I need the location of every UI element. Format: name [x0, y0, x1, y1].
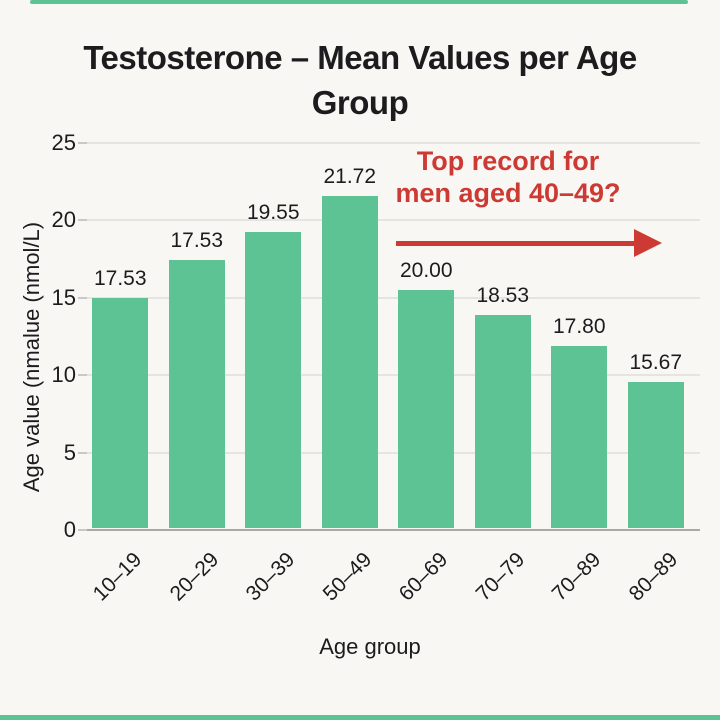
x-axis-baseline — [86, 529, 700, 531]
y-tick-label-15: 15 — [51, 284, 76, 310]
annotation-arrow — [396, 229, 662, 257]
gridline-y5 — [86, 451, 700, 454]
arrow-head-icon — [634, 229, 662, 257]
x-axis-title: Age group — [319, 634, 421, 659]
bar-value-label-80–89: 15.67 — [629, 350, 683, 374]
arrow-line — [396, 241, 636, 246]
y-tick-label-5: 5 — [63, 439, 76, 465]
y-tick-mark-25 — [78, 141, 87, 144]
y-tick-mark-20 — [78, 219, 87, 221]
annotation-line2: men aged 40–49? — [395, 177, 621, 208]
bar-value-label-10–19: 17.53 — [93, 266, 147, 290]
gridline-y15 — [86, 296, 700, 299]
bar-value-label-70–79: 18.53 — [476, 283, 530, 307]
x-tick-label-80–89: 80–89 — [624, 548, 683, 606]
x-tick-label-60–69: 60–69 — [394, 548, 453, 606]
bar-20–29 — [168, 259, 225, 528]
x-tick-label-30–39: 30–39 — [241, 548, 300, 606]
bar-60–69 — [398, 289, 455, 528]
top-accent-bar — [30, 0, 688, 4]
gridline-y20 — [86, 219, 700, 221]
y-tick-mark-10 — [78, 374, 87, 376]
bar-value-label-70–89: 17.80 — [552, 315, 606, 339]
x-tick-label-70–79: 70–79 — [471, 548, 530, 606]
bar-70–89 — [551, 346, 608, 528]
y-tick-label-10: 10 — [51, 362, 76, 387]
annotation-text: Top record for men aged 40–49? — [347, 146, 669, 210]
chart-title: Testosterone – Mean Values per Age Group — [60, 36, 660, 125]
bar-value-label-50–49: 21.72 — [323, 164, 377, 188]
chart-title-line1: Testosterone – Mean Values per Age — [83, 39, 637, 76]
bar-50–49 — [321, 195, 378, 528]
x-tick-label-50–49: 50–49 — [318, 548, 377, 606]
bar-80–89 — [627, 381, 684, 528]
x-tick-label-10–19: 10–19 — [88, 548, 147, 606]
y-tick-mark-15 — [78, 296, 87, 299]
y-tick-label-25: 25 — [51, 129, 76, 155]
y-tick-mark-0 — [78, 529, 87, 531]
y-tick-label-0: 0 — [63, 517, 76, 542]
y-tick-mark-5 — [78, 451, 87, 454]
bar-value-label-20–29: 17.53 — [170, 228, 224, 252]
x-tick-label-70–89: 70–89 — [547, 548, 606, 606]
bar-30–39 — [245, 231, 302, 528]
chart-title-line2: Group — [311, 83, 409, 121]
bar-value-label-60–69: 20.00 — [399, 258, 453, 282]
gridline-y25 — [86, 141, 700, 144]
bar-70–79 — [474, 314, 531, 528]
x-tick-label-20–29: 20–29 — [165, 548, 224, 606]
gridline-y10 — [86, 374, 700, 376]
bottom-accent-bar — [0, 715, 720, 720]
annotation-line1: Top record for — [416, 146, 600, 176]
bar-10–19 — [92, 297, 149, 528]
bar-value-label-30–39: 19.55 — [246, 200, 300, 224]
y-tick-label-20: 20 — [51, 207, 76, 232]
